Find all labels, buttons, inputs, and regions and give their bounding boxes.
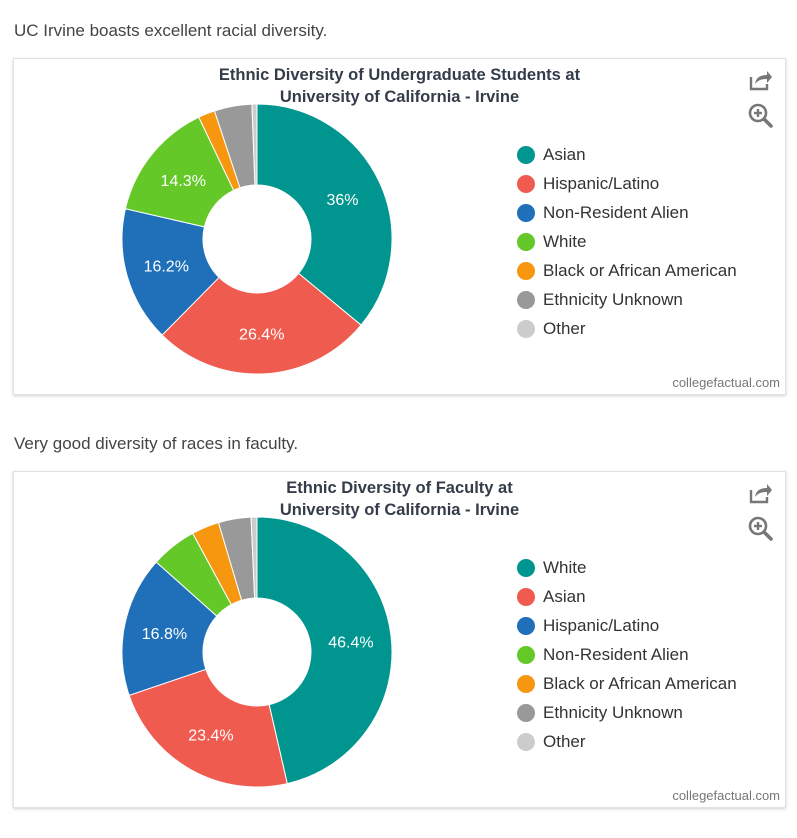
legend-label: Asian <box>543 144 586 164</box>
slice-white[interactable] <box>256 516 393 785</box>
section-intro-text: UC Irvine boasts excellent racial divers… <box>14 21 328 40</box>
chart-title-line1: Ethnic Diversity of Undergraduate Studen… <box>218 66 581 84</box>
chart-credit[interactable]: collegefactual.com <box>672 788 780 803</box>
chart-tools <box>747 480 773 550</box>
legend-item-asian[interactable]: Asian <box>517 140 737 169</box>
legend-item-hispanic-latino[interactable]: Hispanic/Latino <box>517 169 737 198</box>
legend-label: Ethnicity Unknown <box>543 289 683 309</box>
legend-item-ethnicity-unknown[interactable]: Ethnicity Unknown <box>517 698 737 727</box>
legend-label: White <box>543 557 587 577</box>
legend-item-non-resident-alien[interactable]: Non-Resident Alien <box>517 198 737 227</box>
chart-title-line1: Ethnic Diversity of Faculty at <box>286 479 513 497</box>
slice-non-resident-alien[interactable] <box>121 208 220 336</box>
slice-white[interactable] <box>124 116 235 228</box>
legend-item-white[interactable]: White <box>517 553 737 582</box>
legend-swatch <box>517 587 535 606</box>
legend-swatch <box>517 145 535 164</box>
legend-swatch <box>517 558 535 577</box>
slice-asian[interactable] <box>128 668 288 788</box>
slice-other[interactable] <box>251 103 258 186</box>
legend-swatch <box>517 703 535 722</box>
data-label-non-resident-alien: 16.2% <box>144 258 189 275</box>
zoom-in-icon[interactable] <box>747 102 773 128</box>
legend-label: White <box>543 231 587 251</box>
legend-swatch <box>517 290 535 309</box>
legend-item-black-or-african-american[interactable]: Black or African American <box>517 669 737 698</box>
chart-tools <box>747 67 773 137</box>
legend-label: Hispanic/Latino <box>543 615 660 635</box>
data-label-hispanic-latino: 16.8% <box>142 626 187 643</box>
zoom-in-icon[interactable] <box>747 515 773 541</box>
legend-item-white[interactable]: White <box>517 227 737 256</box>
share-icon[interactable] <box>747 480 773 506</box>
legend-label: Other <box>543 731 586 751</box>
section-intro-text: Very good diversity of races in faculty. <box>14 434 299 453</box>
chart-card: 36% 26.4% 16.2% 14.3% Ethnic Diversity of U… <box>13 58 786 395</box>
legend-label: Ethnicity Unknown <box>543 702 683 722</box>
legend-item-ethnicity-unknown[interactable]: Ethnicity Unknown <box>517 285 737 314</box>
chart-card: 46.4% 23.4% 16.8% Ethnic Diversity of Facu… <box>13 471 786 808</box>
legend-item-hispanic-latino[interactable]: Hispanic/Latino <box>517 611 737 640</box>
data-label-white: 14.3% <box>161 173 206 190</box>
chart-title-line2: University of California - Irvine <box>279 501 520 519</box>
chart-legend: Asian Hispanic/Latino Non-Resident Alien Wh… <box>517 140 737 343</box>
slice-asian[interactable] <box>256 103 393 326</box>
chart-credit[interactable]: collegefactual.com <box>672 375 780 390</box>
chart-title: Ethnic Diversity of Undergraduate Studen… <box>14 64 785 108</box>
donut-chart: 36% 26.4% 16.2% 14.3% <box>121 103 393 375</box>
legend-swatch <box>517 319 535 338</box>
legend-label: Black or African American <box>543 673 737 693</box>
legend-swatch <box>517 261 535 280</box>
chart-title-line2: University of California - Irvine <box>279 88 520 106</box>
data-label-white: 46.4% <box>328 634 373 651</box>
legend-swatch <box>517 174 535 193</box>
slice-other[interactable] <box>250 516 258 599</box>
legend-swatch <box>517 232 535 251</box>
data-label-asian: 23.4% <box>188 728 233 745</box>
slice-hispanic-latino[interactable] <box>161 272 362 375</box>
legend-item-non-resident-alien[interactable]: Non-Resident Alien <box>517 640 737 669</box>
legend-swatch <box>517 616 535 635</box>
legend-item-other[interactable]: Other <box>517 727 737 756</box>
legend-label: Non-Resident Alien <box>543 644 689 664</box>
share-icon[interactable] <box>747 67 773 93</box>
legend-item-other[interactable]: Other <box>517 314 737 343</box>
legend-label: Hispanic/Latino <box>543 173 660 193</box>
data-label-asian: 36% <box>326 192 358 209</box>
legend-swatch <box>517 203 535 222</box>
legend-swatch <box>517 645 535 664</box>
data-label-hispanic-latino: 26.4% <box>239 326 284 343</box>
legend-item-asian[interactable]: Asian <box>517 582 737 611</box>
legend-item-black-or-african-american[interactable]: Black or African American <box>517 256 737 285</box>
donut-chart: 46.4% 23.4% 16.8% <box>121 516 393 788</box>
legend-label: Non-Resident Alien <box>543 202 689 222</box>
legend-label: Black or African American <box>543 260 737 280</box>
chart-title: Ethnic Diversity of Faculty at Universit… <box>14 477 785 521</box>
legend-swatch <box>517 674 535 693</box>
legend-swatch <box>517 732 535 751</box>
legend-label: Asian <box>543 586 586 606</box>
chart-legend: White Asian Hispanic/Latino Non-Resident Al… <box>517 553 737 756</box>
legend-label: Other <box>543 318 586 338</box>
